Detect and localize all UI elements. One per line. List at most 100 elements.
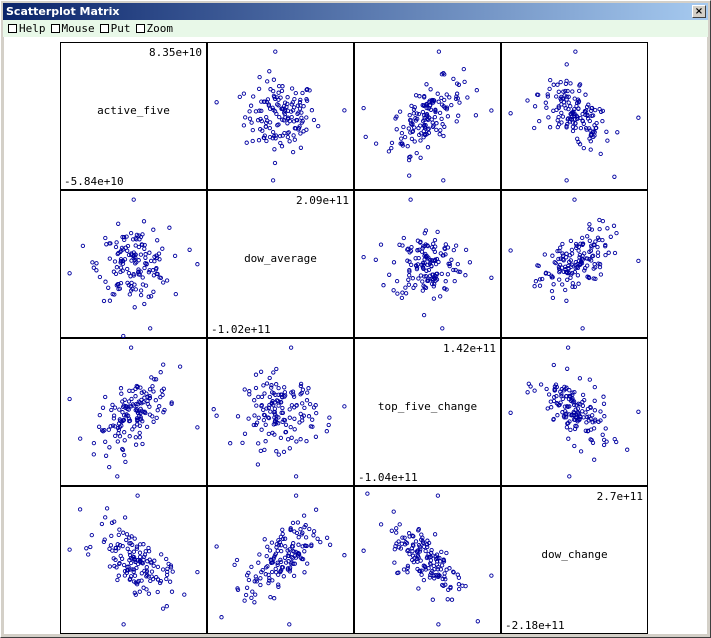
scatter-point bbox=[143, 549, 148, 554]
scatter-point bbox=[573, 265, 578, 271]
matrix-cell-r0-c3[interactable] bbox=[501, 42, 648, 190]
scatter-point bbox=[166, 561, 171, 567]
scatter-point bbox=[278, 140, 283, 146]
mouse-checkbox[interactable] bbox=[50, 24, 60, 33]
scatter-point bbox=[423, 228, 429, 233]
scatter-point bbox=[545, 406, 550, 411]
scatter-point bbox=[155, 577, 161, 582]
scatter-point bbox=[508, 410, 513, 415]
scatter-point bbox=[568, 238, 574, 244]
matrix-cell-r3-c0[interactable] bbox=[60, 486, 207, 634]
scatter-point bbox=[421, 266, 426, 272]
scatter-point bbox=[405, 144, 410, 149]
put-checkbox[interactable] bbox=[99, 24, 109, 33]
plot-canvas[interactable]: active_five 8.35e+10 -5.84e+10 dow_average 2… bbox=[4, 37, 707, 634]
scatter-point bbox=[129, 396, 134, 402]
scatter-point bbox=[428, 572, 433, 578]
scatter-point bbox=[453, 267, 458, 273]
scatter-point bbox=[438, 294, 443, 299]
zoom-checkbox[interactable] bbox=[135, 24, 145, 33]
scatter-point bbox=[262, 537, 267, 542]
scatter-point bbox=[291, 133, 296, 138]
matrix-cell-r1-c0[interactable] bbox=[60, 190, 207, 339]
cell-frame bbox=[354, 190, 501, 338]
scatter-point bbox=[420, 103, 425, 108]
scatter-point bbox=[158, 370, 163, 375]
menu-item-help[interactable]: Help bbox=[8, 22, 46, 35]
scatter-point bbox=[287, 407, 292, 412]
scatter-point bbox=[164, 604, 169, 609]
scatter-point bbox=[300, 530, 305, 535]
menu-item-put[interactable]: Put bbox=[99, 22, 131, 35]
scatterplot-matrix[interactable]: active_five 8.35e+10 -5.84e+10 dow_average 2… bbox=[4, 37, 707, 634]
scatter-point bbox=[110, 402, 115, 408]
scatter-point bbox=[121, 622, 126, 627]
scatter-point bbox=[173, 291, 178, 297]
scatter-point bbox=[115, 474, 120, 479]
scatter-point bbox=[157, 580, 163, 586]
help-checkbox[interactable] bbox=[8, 24, 17, 33]
scatter-point bbox=[264, 99, 269, 104]
scatter-point bbox=[403, 540, 408, 545]
scatter-point bbox=[258, 369, 264, 374]
matrix-cell-r0-c0[interactable]: active_five 8.35e+10 -5.84e+10 bbox=[60, 42, 207, 190]
scatter-point bbox=[444, 92, 449, 97]
close-icon[interactable]: × bbox=[692, 5, 706, 18]
matrix-cell-r2-c0[interactable] bbox=[60, 338, 207, 486]
scatter-point bbox=[606, 250, 611, 255]
scatter-point bbox=[593, 107, 598, 113]
scatter-point bbox=[128, 556, 134, 561]
matrix-cell-r2-c3[interactable] bbox=[501, 338, 648, 486]
scatter-point bbox=[605, 138, 610, 143]
scatter-point bbox=[601, 401, 607, 406]
matrix-cell-r0-c2[interactable] bbox=[354, 42, 501, 190]
scatter-point bbox=[441, 178, 446, 183]
scatter-point bbox=[107, 445, 112, 450]
scatter-point bbox=[249, 595, 254, 601]
scatter-point bbox=[394, 278, 400, 284]
matrix-cell-r0-c1[interactable] bbox=[207, 42, 354, 190]
matrix-cell-r3-c3[interactable]: dow_change 2.7e+11 -2.18e+11 bbox=[501, 486, 648, 634]
scatter-point bbox=[107, 564, 113, 569]
matrix-cell-r3-c2[interactable] bbox=[354, 486, 501, 634]
scatter-point bbox=[102, 537, 107, 542]
matrix-cell-r2-c2[interactable]: top_five_change 1.42e+11 -1.04e+11 bbox=[354, 338, 501, 486]
scatter-point bbox=[258, 582, 263, 588]
scatter-point bbox=[282, 536, 288, 541]
scatter-point bbox=[412, 555, 417, 561]
scatter-point bbox=[276, 103, 281, 108]
scatter-point bbox=[454, 94, 459, 99]
scatter-point bbox=[137, 550, 143, 555]
scatter-point bbox=[532, 388, 537, 393]
scatter-point bbox=[263, 439, 268, 444]
scatter-point bbox=[127, 418, 132, 424]
scatter-point bbox=[580, 257, 585, 262]
scatter-point bbox=[557, 268, 563, 273]
scatter-point bbox=[136, 244, 142, 250]
matrix-cell-r3-c1[interactable] bbox=[207, 486, 354, 634]
scatter-point bbox=[110, 548, 115, 553]
matrix-cell-r1-c1[interactable]: dow_average 2.09e+11 -1.02e+11 bbox=[207, 190, 354, 338]
matrix-cell-r1-c2[interactable] bbox=[354, 190, 501, 338]
scatter-point bbox=[152, 259, 157, 264]
scatter-point bbox=[281, 449, 287, 455]
scatter-point bbox=[427, 273, 433, 278]
scatter-point bbox=[279, 548, 284, 554]
scatter-point bbox=[567, 419, 572, 424]
scatter-point bbox=[556, 114, 561, 120]
menu-item-mouse[interactable]: Mouse bbox=[50, 22, 95, 35]
scatter-point bbox=[274, 545, 279, 550]
scatter-point bbox=[96, 424, 102, 429]
scatter-point bbox=[269, 569, 275, 575]
matrix-cell-r2-c1[interactable] bbox=[207, 338, 354, 486]
menu-item-zoom[interactable]: Zoom bbox=[135, 22, 173, 35]
matrix-cell-r1-c3[interactable] bbox=[501, 190, 648, 338]
scatter-point bbox=[465, 95, 470, 100]
scatter-point bbox=[296, 551, 301, 556]
scatter-point bbox=[117, 527, 122, 532]
scatter-point bbox=[298, 527, 303, 532]
scatter-point bbox=[397, 522, 402, 527]
scatter-point bbox=[416, 586, 421, 591]
scatter-point bbox=[160, 567, 166, 572]
scatter-point bbox=[429, 281, 435, 287]
